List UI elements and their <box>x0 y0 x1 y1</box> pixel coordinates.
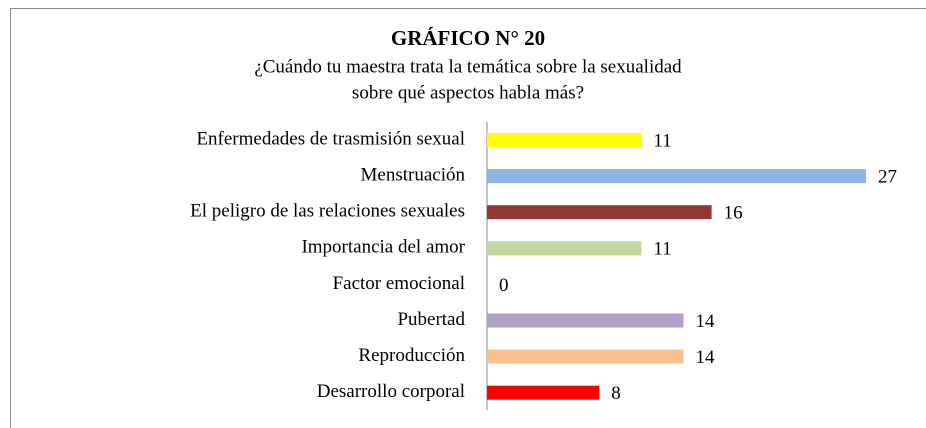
chart-subtitle: sobre qué aspectos habla más? <box>352 82 584 103</box>
bar <box>487 241 642 256</box>
bar <box>487 133 642 147</box>
chart-title: GRÁFICO N° 20 <box>391 26 545 50</box>
y-tick-label: Enfermedades de trasmisión sexual <box>196 128 465 149</box>
bar <box>487 349 684 364</box>
data-label: 14 <box>696 347 716 368</box>
bar <box>487 169 866 184</box>
bar <box>487 313 684 328</box>
chart-frame <box>10 8 926 428</box>
data-label: 27 <box>878 166 897 187</box>
data-label: 11 <box>653 130 671 151</box>
y-tick-label: Desarrollo corporal <box>317 381 465 402</box>
y-tick-label: El peligro de las relaciones sexuales <box>190 201 465 222</box>
bar <box>487 205 712 220</box>
y-tick-label: Importancia del amor <box>301 237 465 258</box>
y-tick-label: Menstruación <box>361 164 466 185</box>
bar <box>487 385 600 400</box>
data-label: 14 <box>696 311 716 332</box>
y-tick-label: Factor emocional <box>333 273 465 294</box>
y-tick-label: Reproducción <box>358 345 465 366</box>
y-tick-label: Pubertad <box>397 309 465 330</box>
data-label: 16 <box>724 203 743 224</box>
data-label: 11 <box>653 239 671 260</box>
data-label: 0 <box>499 275 509 296</box>
data-label: 8 <box>611 383 621 404</box>
chart-subtitle: ¿Cuándo tu maestra trata la temática sob… <box>254 56 682 77</box>
